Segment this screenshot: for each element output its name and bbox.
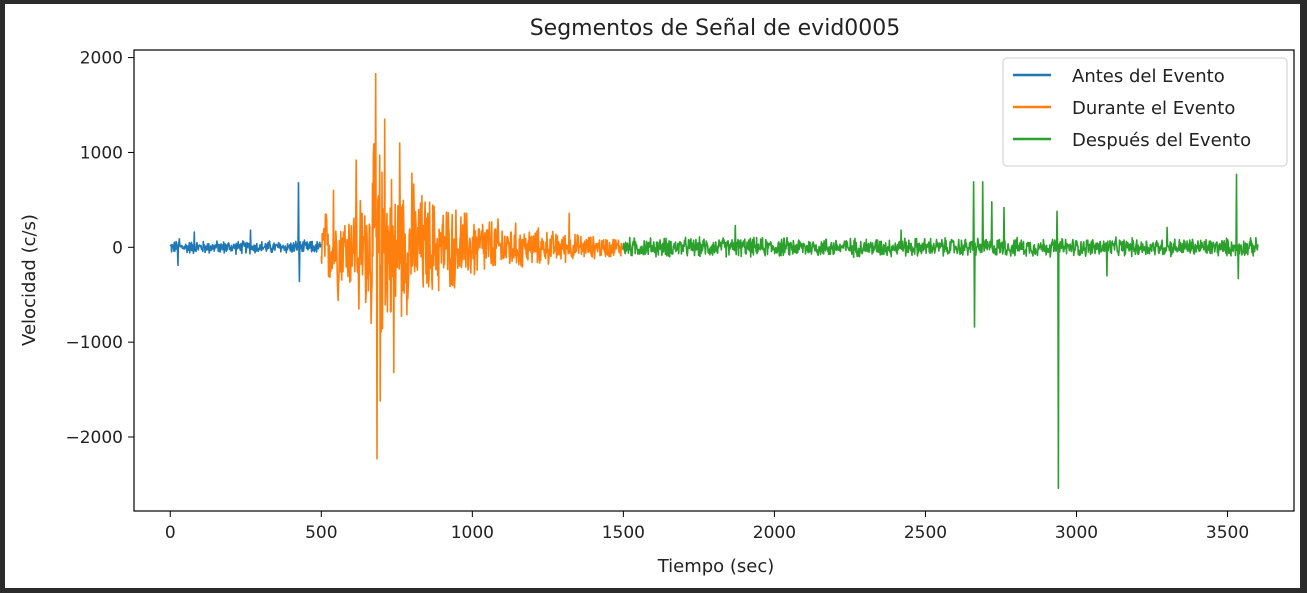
y-tick-label: 1000 [80,143,123,163]
plot-area [169,72,1259,490]
legend-label-despues: Después del Evento [1072,130,1251,151]
legend-label-durante: Durante el Evento [1072,98,1235,119]
y-tick-label: 0 [112,238,123,258]
x-tick-label: 2500 [904,523,947,543]
x-tick-label: 3000 [1055,523,1098,543]
series-line-antes [169,182,322,283]
chart: Segmentos de Señal de evid0005 0 500 1000 1… [19,16,1295,577]
x-tick-label: 1500 [602,523,645,543]
x-tick-label: 1000 [451,523,494,543]
y-tick-label: −2000 [65,428,123,448]
x-tick-label: 3500 [1206,523,1249,543]
chart-title: Segmentos de Señal de evid0005 [530,16,901,41]
x-tick-label: 0 [165,523,176,543]
x-tick-label: 2000 [753,523,796,543]
x-axis-ticks: 0 500 1000 1500 2000 2500 3000 3500 [165,511,1249,543]
series-line-durante [320,72,624,460]
x-axis-label: Tiempo (sec) [657,556,775,577]
series-line-despues [622,173,1259,490]
axes-frame [133,49,1295,512]
y-tick-label: −1000 [65,333,123,353]
legend: Antes del Evento Durante el Evento Despu… [1002,57,1288,167]
y-axis-ticks: −2000 −1000 0 1000 2000 [65,49,134,448]
y-axis-label: Velocidad (c/s) [19,214,40,346]
x-tick-label: 500 [305,523,337,543]
legend-box [1002,57,1288,167]
legend-label-antes: Antes del Evento [1072,66,1225,87]
y-tick-label: 2000 [80,49,123,69]
chart-frame: Segmentos de Señal de evid0005 0 500 1000 1… [5,4,1300,588]
